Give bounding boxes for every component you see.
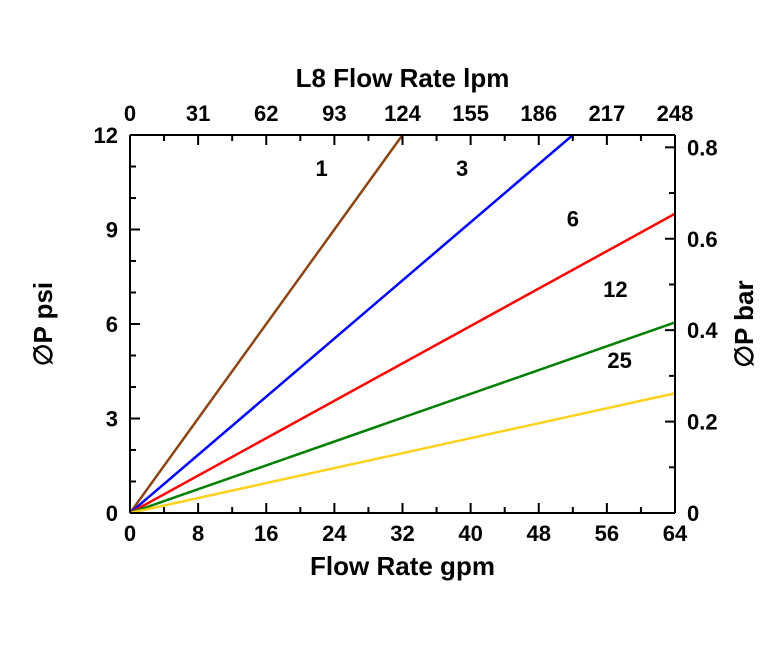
series-label-6: 6 <box>567 206 579 231</box>
x-bottom-label: Flow Rate gpm <box>310 551 495 581</box>
x-bottom-tick-label: 8 <box>192 521 204 546</box>
y-left-tick-label: 6 <box>106 312 118 337</box>
x-top-tick-label: 62 <box>254 101 278 126</box>
x-bottom-tick-label: 56 <box>595 521 619 546</box>
x-bottom-tick-label: 24 <box>322 521 347 546</box>
x-top-tick-label: 0 <box>124 101 136 126</box>
top-title: L8 Flow Rate lpm <box>296 63 510 93</box>
series-label-12: 12 <box>603 277 627 302</box>
x-bottom-tick-label: 64 <box>663 521 688 546</box>
x-bottom-tick-label: 40 <box>458 521 482 546</box>
y-right-label: ∅P bar <box>729 280 759 367</box>
y-left-tick-label: 9 <box>106 218 118 243</box>
x-bottom-tick-label: 48 <box>527 521 551 546</box>
y-left-tick-label: 3 <box>106 407 118 432</box>
y-right-tick-label: 0.4 <box>687 318 718 343</box>
y-right-tick-label: 0.6 <box>687 227 718 252</box>
y-left-label: ∅P psi <box>28 282 58 366</box>
x-bottom-tick-label: 0 <box>124 521 136 546</box>
y-left-tick-label: 12 <box>94 123 118 148</box>
y-right-tick-label: 0.2 <box>687 410 718 435</box>
x-top-tick-label: 93 <box>322 101 346 126</box>
pressure-flow-chart: 1361225081624324048566403162931241551862… <box>0 0 778 646</box>
x-top-tick-label: 248 <box>657 101 694 126</box>
y-right-tick-label: 0 <box>687 501 699 526</box>
x-top-tick-label: 124 <box>384 101 421 126</box>
series-label-25: 25 <box>607 348 631 373</box>
x-bottom-tick-label: 32 <box>390 521 414 546</box>
x-top-tick-label: 31 <box>186 101 210 126</box>
x-bottom-tick-label: 16 <box>254 521 278 546</box>
series-label-1: 1 <box>315 156 327 181</box>
series-label-3: 3 <box>456 156 468 181</box>
x-top-tick-label: 155 <box>452 101 489 126</box>
y-right-tick-label: 0.8 <box>687 135 718 160</box>
y-left-tick-label: 0 <box>106 501 118 526</box>
x-top-tick-label: 217 <box>589 101 626 126</box>
x-top-tick-label: 186 <box>520 101 557 126</box>
